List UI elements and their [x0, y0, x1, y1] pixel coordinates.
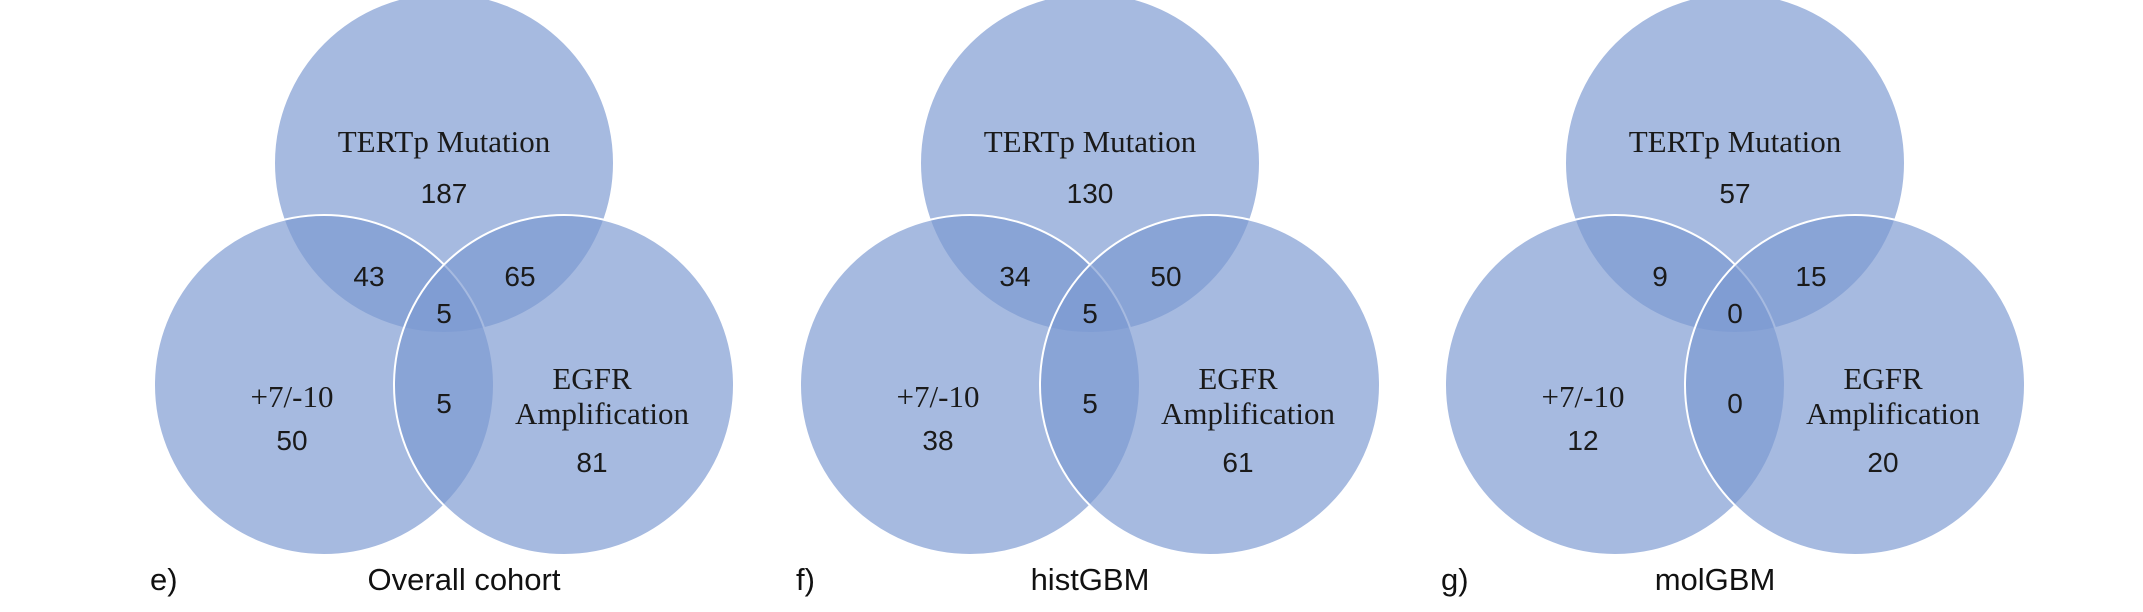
- panel-letter: g): [1441, 562, 1469, 597]
- venn-panel-overall-cohort: TERTp Mutation 187 43 65 5 5 +7/-10 50 E…: [150, 0, 735, 597]
- panel-title: histGBM: [1031, 562, 1150, 597]
- tertp-mutation-label: TERTp Mutation: [984, 124, 1197, 159]
- chr7-10-label: +7/-10: [1542, 379, 1625, 414]
- venn-panel-histgbm: TERTp Mutation 130 34 50 5 5 +7/-10 38 E…: [796, 0, 1381, 597]
- tertp-mutation-label: TERTp Mutation: [338, 124, 551, 159]
- egfr-label-line2: Amplification: [515, 396, 689, 431]
- chr-egfr-count: 0: [1727, 388, 1743, 419]
- egfr-amplification-circle: [1039, 214, 1381, 556]
- egfr-only-count: 20: [1867, 447, 1898, 478]
- tertp-chr-count: 9: [1652, 261, 1668, 292]
- panel-letter: f): [796, 562, 815, 597]
- egfr-only-count: 61: [1222, 447, 1253, 478]
- tertp-chr-count: 43: [353, 261, 384, 292]
- panel-title: molGBM: [1655, 562, 1776, 597]
- panel-letter: e): [150, 562, 178, 597]
- chr-egfr-count: 5: [436, 388, 452, 419]
- egfr-label-line2: Amplification: [1161, 396, 1335, 431]
- egfr-label-line1: EGFR: [552, 361, 632, 396]
- egfr-label-line1: EGFR: [1843, 361, 1923, 396]
- chr-egfr-count: 5: [1082, 388, 1098, 419]
- venn-panel-molgbm: TERTp Mutation 57 9 15 0 0 +7/-10 12 EGF…: [1441, 0, 2026, 597]
- tertp-only-count: 57: [1719, 178, 1750, 209]
- chr-only-count: 12: [1567, 425, 1598, 456]
- all-three-count: 5: [1082, 298, 1098, 329]
- all-three-count: 0: [1727, 298, 1743, 329]
- tertp-egfr-count: 65: [504, 261, 535, 292]
- tertp-egfr-count: 15: [1795, 261, 1826, 292]
- chr7-10-label: +7/-10: [251, 379, 334, 414]
- egfr-amplification-circle: [1684, 214, 2026, 556]
- egfr-only-count: 81: [576, 447, 607, 478]
- tertp-only-count: 130: [1067, 178, 1114, 209]
- egfr-label-line1: EGFR: [1198, 361, 1278, 396]
- chr-only-count: 38: [922, 425, 953, 456]
- tertp-egfr-count: 50: [1150, 261, 1181, 292]
- egfr-label-line2: Amplification: [1806, 396, 1980, 431]
- chr-only-count: 50: [276, 425, 307, 456]
- tertp-only-count: 187: [421, 178, 468, 209]
- tertp-mutation-label: TERTp Mutation: [1629, 124, 1842, 159]
- tertp-chr-count: 34: [999, 261, 1030, 292]
- chr7-10-label: +7/-10: [897, 379, 980, 414]
- panel-title: Overall cohort: [368, 562, 561, 597]
- egfr-amplification-circle: [393, 214, 735, 556]
- all-three-count: 5: [436, 298, 452, 329]
